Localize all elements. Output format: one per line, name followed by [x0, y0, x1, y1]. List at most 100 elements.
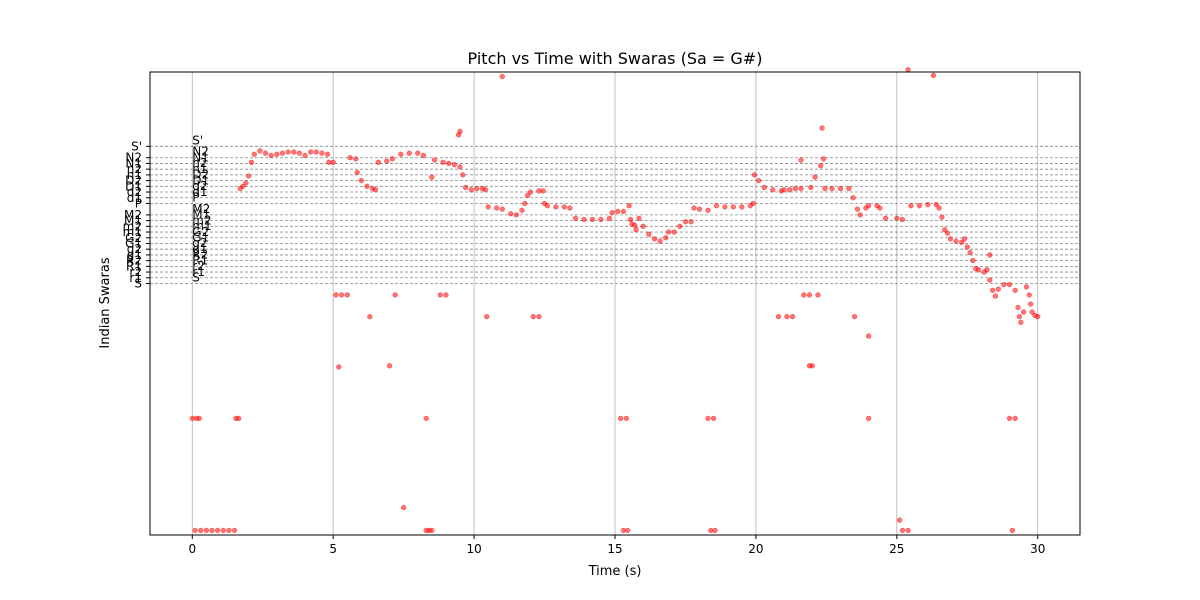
- pitch-point: [750, 200, 756, 207]
- y-tick-label: d1: [127, 191, 142, 205]
- pitch-point: [398, 151, 404, 157]
- pitch-point: [995, 286, 1001, 292]
- pitch-point: [319, 150, 325, 156]
- pitch-point: [632, 222, 638, 228]
- pitch-point: [696, 206, 703, 212]
- pitch-point: [581, 216, 587, 223]
- pitch-point: [657, 238, 663, 244]
- y-tick-label: r1: [129, 271, 142, 285]
- pitch-point: [850, 195, 856, 201]
- pitch-point: [713, 203, 720, 209]
- chart-title: Pitch vs Time with Swaras (Sa = G#): [468, 49, 763, 68]
- pitch-point: [677, 223, 683, 229]
- pitch-point: [756, 177, 762, 184]
- y-axis-ticks: Sr1r2R1R2g1g2G1G2m1m2M1M2Pd1d2D1D2n1n2N1…: [123, 139, 150, 290]
- swara-line-label: d1: [192, 185, 207, 199]
- pitch-point: [553, 204, 559, 210]
- pitch-point: [989, 287, 996, 294]
- pitch-point: [522, 200, 528, 207]
- pitch-point: [781, 187, 787, 193]
- pitch-point: [722, 204, 728, 210]
- pitch-point: [330, 159, 336, 165]
- pitch-point: [248, 159, 255, 165]
- pitch-point: [975, 267, 982, 273]
- pitch-point: [688, 219, 694, 225]
- pitch-point: [896, 517, 903, 523]
- y-tick-label: N1: [125, 156, 142, 170]
- pitch-point: [710, 415, 717, 422]
- pitch-point: [705, 207, 711, 213]
- pitch-point: [353, 156, 359, 162]
- pitch-point: [671, 229, 677, 235]
- pitch-point: [544, 203, 551, 209]
- pitch-point: [882, 215, 889, 221]
- pitch-point: [865, 415, 872, 422]
- y-tick-label: D1: [125, 179, 142, 193]
- pitch-point: [905, 527, 911, 534]
- pitch-point: [527, 189, 534, 195]
- pitch-point: [243, 180, 249, 186]
- swara-line-label: n1: [192, 162, 207, 176]
- pitch-point: [846, 185, 852, 192]
- y-tick-label: G1: [125, 236, 142, 250]
- pitch-point: [992, 293, 999, 299]
- pitch-point: [336, 364, 342, 370]
- pitch-point: [851, 313, 858, 320]
- y-tick-label: m2: [123, 219, 142, 233]
- pitch-point: [437, 292, 443, 298]
- pitch-point: [1012, 415, 1018, 422]
- pitch-point: [633, 227, 639, 233]
- pitch-point: [468, 187, 474, 193]
- pitch-point: [231, 527, 238, 534]
- pitch-point: [942, 227, 948, 233]
- pitch-point: [905, 67, 911, 73]
- pitch-point: [493, 205, 500, 211]
- pitch-point: [457, 128, 463, 135]
- pitch-point: [730, 204, 737, 210]
- pitch-point: [196, 415, 202, 422]
- pitch-point: [344, 292, 350, 298]
- pitch-point: [820, 156, 827, 162]
- pitch-point: [1015, 304, 1021, 311]
- pitch-point: [1006, 415, 1013, 422]
- pitch-point: [947, 236, 954, 242]
- pitch-point: [967, 249, 973, 256]
- pitch-point: [285, 149, 291, 155]
- pitch-point: [606, 215, 613, 221]
- pitch-point: [916, 203, 923, 209]
- pitch-point: [798, 185, 804, 192]
- pitch-point: [691, 205, 697, 211]
- pitch-point: [944, 230, 951, 236]
- pitch-point: [209, 527, 215, 534]
- pitch-point: [236, 415, 242, 422]
- pitch-point: [663, 235, 669, 241]
- pitch-point: [302, 152, 308, 159]
- pitch-point: [854, 206, 861, 212]
- pitch-point: [268, 152, 274, 159]
- pitch-point: [682, 219, 689, 225]
- pitch-point: [806, 363, 813, 369]
- pitch-point: [440, 159, 446, 165]
- pitch-point: [812, 174, 818, 180]
- y-tick-label: g1: [127, 248, 142, 262]
- pitch-point: [296, 150, 303, 156]
- pitch-point: [354, 169, 360, 176]
- pitch-point: [837, 185, 844, 192]
- pitch-point: [192, 527, 198, 534]
- pitch-point: [865, 203, 872, 209]
- pitch-point: [524, 192, 531, 199]
- pitch-point: [646, 231, 652, 237]
- pitch-point: [358, 177, 365, 184]
- x-axis-ticks: 0 5 10 15 20 25 30: [188, 535, 1045, 556]
- pitch-point: [429, 174, 435, 180]
- pitch-point: [245, 173, 252, 179]
- pitch-point: [987, 252, 993, 258]
- pitch-point: [939, 214, 945, 220]
- pitch-point: [220, 527, 226, 534]
- pitch-point: [406, 150, 412, 156]
- pitch-point: [784, 313, 790, 320]
- pitch-point: [961, 236, 968, 242]
- pitch-point: [198, 527, 204, 534]
- pitch-point: [460, 172, 466, 178]
- pitch-point: [307, 149, 314, 155]
